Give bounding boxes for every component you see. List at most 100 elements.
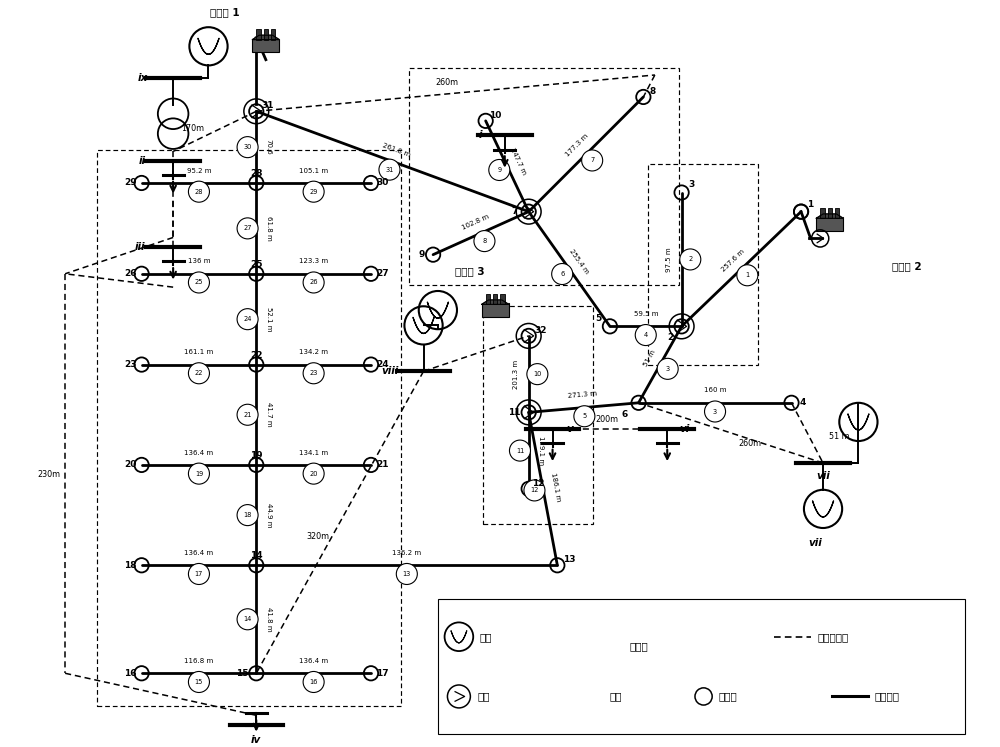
Bar (264, 29, 268, 40)
Circle shape (657, 359, 678, 379)
Text: 5: 5 (595, 314, 602, 323)
Text: 260m: 260m (436, 78, 459, 87)
Circle shape (489, 159, 510, 181)
Text: 136.4 m: 136.4 m (299, 658, 328, 664)
Text: 17: 17 (195, 571, 203, 577)
Text: 18: 18 (124, 561, 136, 570)
Text: 16: 16 (124, 669, 136, 678)
Text: 230m: 230m (37, 470, 60, 479)
Circle shape (582, 150, 603, 171)
Bar (820, 208, 825, 218)
Circle shape (574, 406, 595, 427)
Text: 热源: 热源 (610, 692, 622, 701)
Text: 8: 8 (482, 238, 487, 244)
Text: 61.8 m: 61.8 m (266, 216, 272, 241)
Text: 23: 23 (309, 371, 318, 376)
Text: 97.5 m: 97.5 m (666, 247, 672, 272)
Circle shape (188, 563, 209, 584)
Text: 电负荷: 电负荷 (629, 641, 648, 651)
Bar (816, 217, 843, 231)
Text: 27: 27 (376, 269, 389, 279)
Polygon shape (576, 691, 596, 694)
Circle shape (474, 231, 495, 252)
Text: 电热源 2: 电热源 2 (892, 261, 921, 271)
Text: 7: 7 (590, 158, 594, 164)
Text: iv: iv (251, 735, 261, 746)
Text: 160 m: 160 m (704, 388, 726, 394)
Text: 29: 29 (124, 179, 136, 187)
Bar (590, 686, 593, 694)
Text: 3: 3 (666, 366, 670, 372)
Circle shape (552, 264, 573, 285)
Text: 电热源 1: 电热源 1 (210, 7, 240, 18)
Bar (579, 686, 582, 694)
Circle shape (237, 404, 258, 425)
Text: 11: 11 (516, 447, 524, 453)
Text: 52.1 m: 52.1 m (266, 307, 272, 332)
Bar (438, 599, 965, 734)
Text: 18: 18 (243, 512, 252, 518)
Circle shape (188, 463, 209, 484)
Text: 41.7 m: 41.7 m (266, 403, 272, 427)
Text: 11: 11 (508, 408, 521, 417)
Bar (256, 29, 261, 40)
Text: vi: vi (679, 424, 690, 433)
Text: 15: 15 (195, 679, 203, 685)
Text: 320m: 320m (307, 532, 330, 541)
Text: vii: vii (809, 538, 822, 548)
Circle shape (303, 672, 324, 692)
Text: 51 m: 51 m (829, 432, 850, 441)
Text: 25: 25 (250, 260, 263, 269)
Text: 26: 26 (309, 279, 318, 285)
Circle shape (188, 182, 209, 202)
Circle shape (509, 440, 530, 461)
Circle shape (303, 463, 324, 484)
Text: 7: 7 (511, 207, 518, 216)
Text: 24: 24 (376, 360, 389, 369)
Text: 热泵: 热泵 (477, 692, 490, 701)
Text: 41.8 m: 41.8 m (266, 607, 272, 632)
Text: 12: 12 (530, 488, 539, 494)
Text: 134.1 m: 134.1 m (299, 450, 328, 456)
Text: ix: ix (137, 73, 148, 83)
Circle shape (237, 309, 258, 329)
Text: 6: 6 (560, 271, 564, 277)
Text: 17: 17 (376, 669, 389, 678)
Text: 20: 20 (124, 460, 136, 469)
Text: 27: 27 (243, 226, 252, 232)
Text: 260m: 260m (739, 439, 762, 448)
Text: ii: ii (139, 156, 146, 166)
Text: 24: 24 (243, 316, 252, 322)
Text: 10: 10 (489, 111, 501, 120)
Bar (500, 294, 505, 304)
Text: 20: 20 (309, 471, 318, 477)
Text: 105.1 m: 105.1 m (299, 167, 328, 173)
Text: 9: 9 (418, 250, 425, 259)
Text: 2: 2 (688, 256, 692, 262)
Circle shape (303, 272, 324, 293)
Text: 255.4 m: 255.4 m (569, 248, 590, 276)
Text: vii: vii (816, 471, 830, 481)
Text: 19: 19 (195, 471, 203, 477)
Bar (493, 294, 497, 304)
Polygon shape (252, 35, 279, 40)
Circle shape (188, 272, 209, 293)
Text: 13: 13 (563, 555, 575, 564)
Text: 13: 13 (403, 571, 411, 577)
Text: 247.7 m: 247.7 m (509, 146, 527, 176)
Text: 51 m: 51 m (642, 349, 656, 368)
Circle shape (237, 504, 258, 526)
Text: 136 m: 136 m (188, 258, 210, 264)
Circle shape (237, 218, 258, 239)
Text: 29: 29 (309, 189, 318, 195)
Text: 129.1 m: 129.1 m (538, 436, 544, 465)
Text: 70.6: 70.6 (266, 139, 272, 155)
Circle shape (303, 363, 324, 384)
Text: 123.3 m: 123.3 m (299, 258, 328, 264)
Text: 59.5 m: 59.5 m (634, 311, 658, 317)
Bar (271, 29, 275, 40)
Text: 136.4 m: 136.4 m (184, 550, 214, 556)
Text: 6: 6 (621, 410, 627, 419)
Text: 8: 8 (650, 87, 656, 96)
Text: 4: 4 (800, 398, 806, 407)
